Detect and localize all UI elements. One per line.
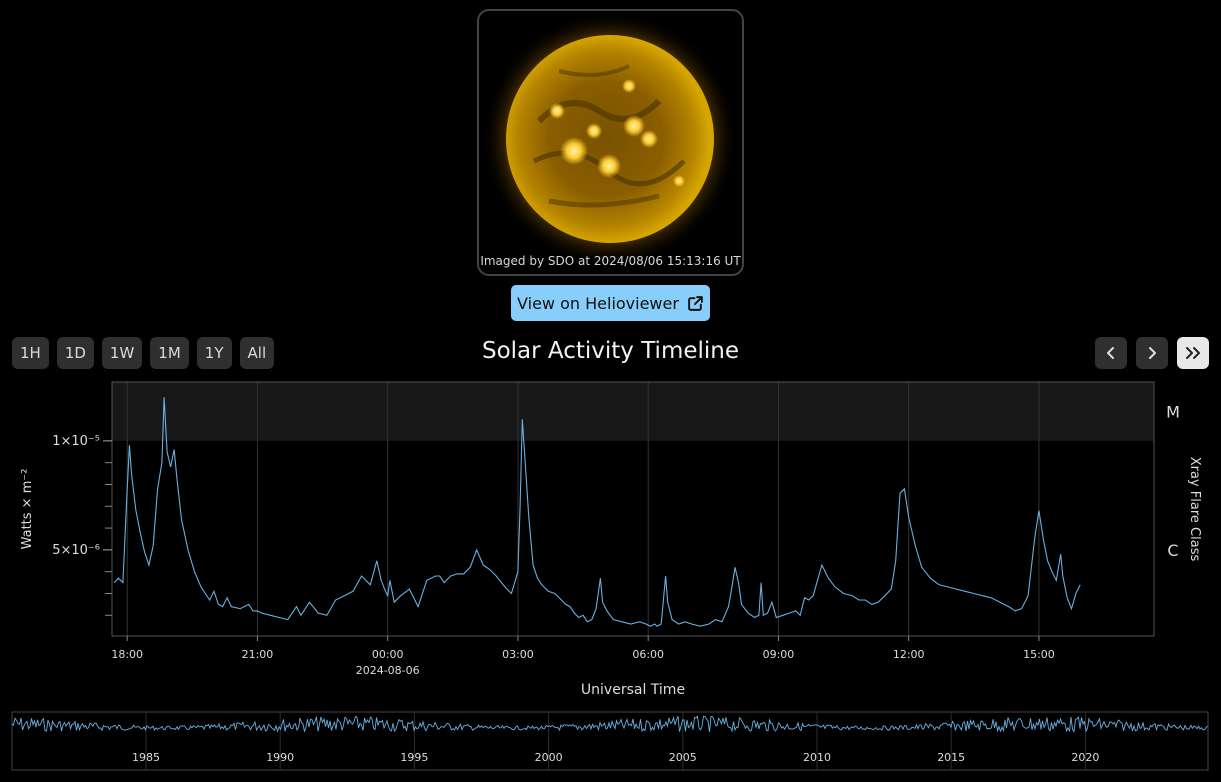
y-tick-label: 1×10⁻⁵ [52,434,100,449]
x-tick-date-label: 2024-08-06 [356,664,420,677]
x-tick-label: 15:00 [1023,648,1055,661]
plot-frame [111,381,1155,637]
next-button[interactable] [1136,337,1168,369]
sun-image-caption: Imaged by SDO at 2024/08/06 15:13:16 UT [480,254,741,268]
x-axis-label: Universal Time [581,682,685,698]
y-axis-label: Watts × m⁻² [20,469,35,550]
flare-class-axis-label: Xray Flare Class [1187,457,1202,562]
overview-tick-label: 1990 [266,751,294,764]
external-link-icon [688,295,703,311]
range-1d-button[interactable]: 1D [56,337,94,369]
overview-tick-label: 2015 [937,751,965,764]
y-axis: 1×10⁻⁵ 5×10⁻⁶ [52,434,112,616]
timeline-navigation [1095,337,1209,369]
x-tick-label: 21:00 [242,648,274,661]
x-tick-label: 12:00 [893,648,925,661]
overview-tick-label: 2020 [1071,751,1099,764]
x-tick-label: 00:00 [372,648,404,661]
helioviewer-button-label: View on Helioviewer [517,293,679,313]
sun-image-card[interactable]: Imaged by SDO at 2024/08/06 15:13:16 UT [477,9,744,276]
m-class-band [112,382,1154,441]
range-all-button[interactable]: All [239,337,275,369]
x-tick-label: 18:00 [111,648,143,661]
range-1m-button[interactable]: 1M [150,337,189,369]
time-range-buttons: 1H 1D 1W 1M 1Y All [12,337,275,369]
range-1w-button[interactable]: 1W [101,337,143,369]
double-chevron-right-icon [1186,347,1200,359]
y-tick-label: 5×10⁻⁶ [52,543,100,558]
x-tick-label: 09:00 [763,648,795,661]
sun-image [482,11,738,267]
x-tick-label: 03:00 [502,648,534,661]
overview-grid [145,712,1086,770]
timeline-overview-navigator[interactable]: 1985 1990 1995 2000 2005 2010 2015 2020 [0,708,1221,774]
overview-tick-label: 1985 [132,751,160,764]
x-tick-label: 06:00 [632,648,664,661]
overview-tick-label: 2000 [535,751,563,764]
xray-flux-chart[interactable]: 1×10⁻⁵ 5×10⁻⁶ 18:00 21:00 00:00 2024-08-06 03… [0,375,1221,705]
previous-button[interactable] [1095,337,1127,369]
range-1h-button[interactable]: 1H [12,337,49,369]
xray-flux-line [113,397,1081,627]
chart-grid [126,382,1040,636]
overview-tick-label: 1995 [400,751,428,764]
overview-tick-label: 2010 [803,751,831,764]
chevron-right-icon [1149,347,1156,359]
range-1y-button[interactable]: 1Y [196,337,232,369]
overview-flux-line [11,715,1208,733]
flare-class-label: C [1167,541,1178,560]
x-axis: 18:00 21:00 00:00 2024-08-06 03:00 06:00 09:00… [111,636,1055,677]
jump-to-latest-button[interactable] [1177,337,1209,369]
overview-frame [11,711,1209,771]
flare-class-axis: MC [1166,402,1180,559]
overview-x-axis: 1985 1990 1995 2000 2005 2010 2015 2020 [132,751,1099,764]
view-on-helioviewer-button[interactable]: View on Helioviewer [511,285,710,321]
chevron-left-icon [1107,347,1114,359]
overview-tick-label: 2005 [669,751,697,764]
flare-class-label: M [1166,402,1180,421]
